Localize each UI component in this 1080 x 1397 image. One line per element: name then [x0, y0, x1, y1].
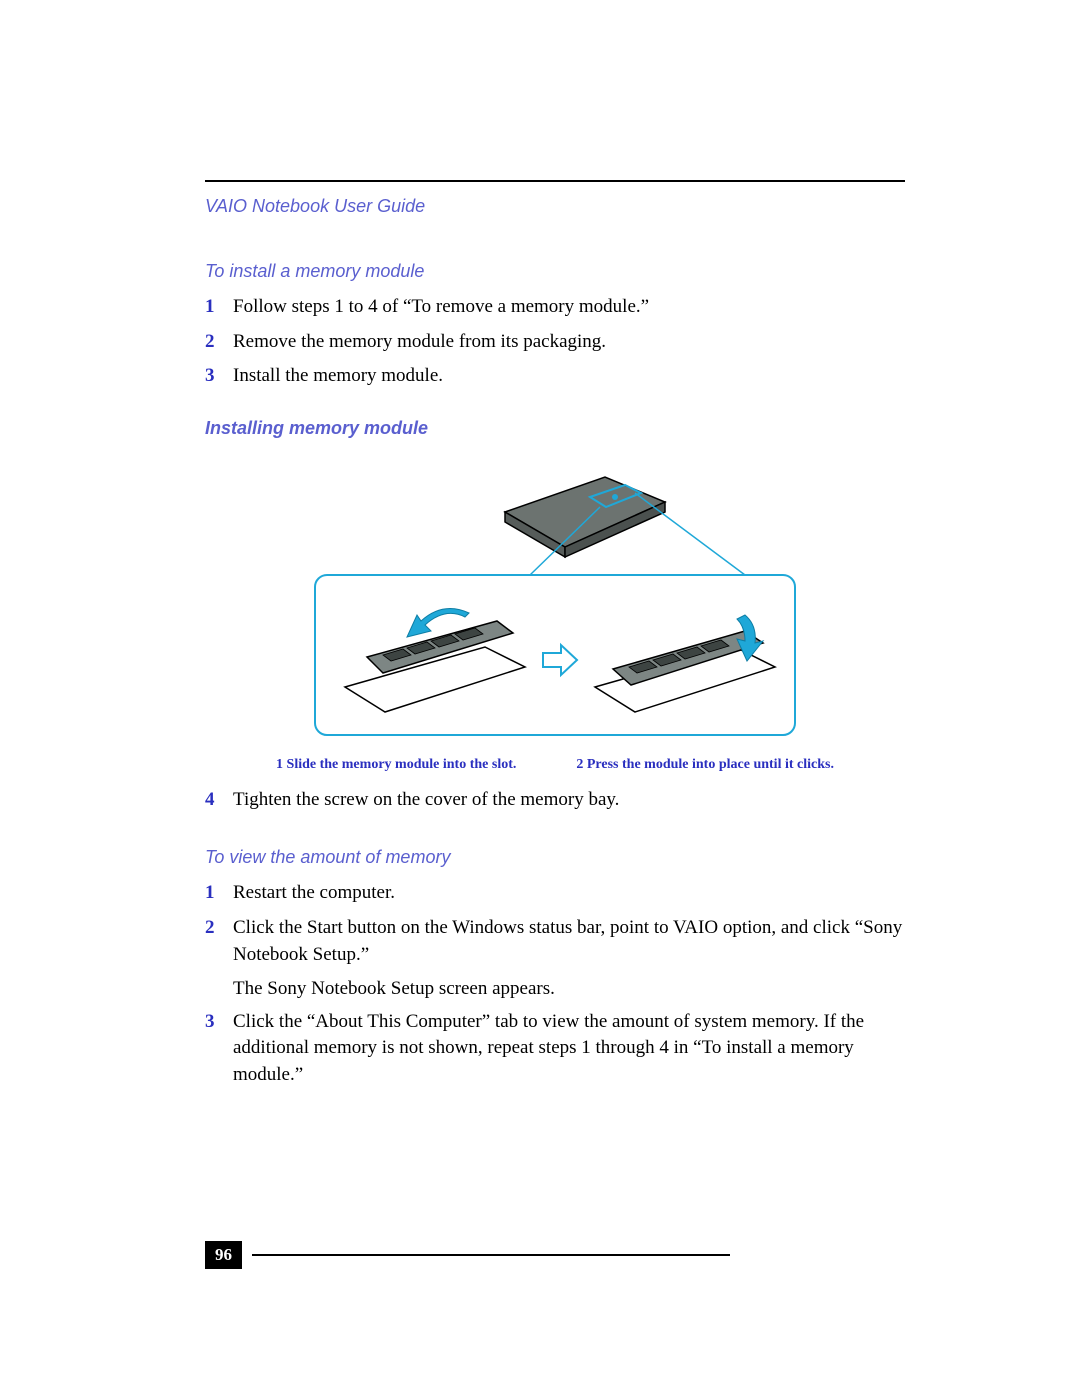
top-rule	[205, 180, 905, 182]
page-footer: 96	[205, 1241, 730, 1269]
step-text: Restart the computer.	[233, 880, 905, 907]
view-step-2: 2 Click the Start button on the Windows …	[205, 915, 905, 968]
figure-installing-memory: 1 Slide the memory module into the slot.…	[205, 457, 905, 773]
step-number: 4	[205, 787, 233, 814]
section-view-title: To view the amount of memory	[205, 847, 905, 868]
callout-1: 1 Slide the memory module into the slot.	[276, 757, 516, 773]
step-number: 3	[205, 363, 233, 390]
page: VAIO Notebook User Guide To install a me…	[0, 0, 1080, 1397]
step-text: Click the “About This Computer” tab to v…	[233, 1009, 905, 1089]
install-step-1: 1 Follow steps 1 to 4 of “To remove a me…	[205, 294, 905, 321]
view-step-3: 3 Click the “About This Computer” tab to…	[205, 1009, 905, 1089]
step-number: 2	[205, 329, 233, 356]
install-step-2: 2 Remove the memory module from its pack…	[205, 329, 905, 356]
doc-title: VAIO Notebook User Guide	[205, 196, 905, 217]
step-text: Follow steps 1 to 4 of “To remove a memo…	[233, 294, 905, 321]
memory-module-diagram	[295, 457, 815, 757]
view-step-2-sub: The Sony Notebook Setup screen appears.	[233, 976, 905, 1003]
callout-2: 2 Press the module into place until it c…	[576, 757, 834, 773]
page-number: 96	[205, 1241, 242, 1269]
step-text: Install the memory module.	[233, 363, 905, 390]
step-number: 2	[205, 915, 233, 942]
figure-callouts: 1 Slide the memory module into the slot.…	[205, 757, 905, 773]
step-number: 1	[205, 294, 233, 321]
figure-label: Installing memory module	[205, 418, 905, 439]
footer-rule	[252, 1254, 730, 1256]
step-text: Click the Start button on the Windows st…	[233, 915, 905, 968]
view-step-1: 1 Restart the computer.	[205, 880, 905, 907]
step-text: Remove the memory module from its packag…	[233, 329, 905, 356]
step-number: 3	[205, 1009, 233, 1036]
section-install-title: To install a memory module	[205, 261, 905, 282]
step-number: 1	[205, 880, 233, 907]
step-text: Tighten the screw on the cover of the me…	[233, 787, 905, 814]
install-step-3: 3 Install the memory module.	[205, 363, 905, 390]
install-step-4: 4 Tighten the screw on the cover of the …	[205, 787, 905, 814]
